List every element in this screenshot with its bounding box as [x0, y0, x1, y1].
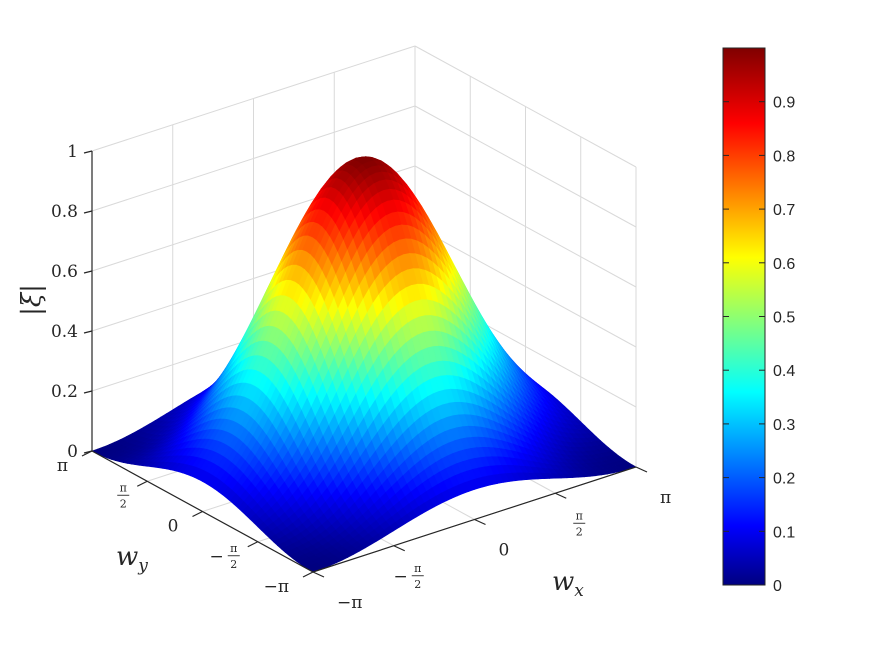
z-tick-mark: [83, 270, 93, 274]
minus-sign: −: [210, 547, 224, 567]
pi-tick-label: 0: [499, 541, 510, 561]
wx-tick-mark: [312, 571, 325, 578]
wall-grid-line: [414, 225, 637, 348]
pi-fraction-label: − π 2: [394, 562, 424, 591]
z-tick-mark: [83, 150, 93, 154]
wall-grid-line: [414, 165, 637, 288]
pi-tick-label: π: [660, 488, 671, 508]
wy-tick-mark: [192, 510, 203, 518]
wall-grid-line: [414, 105, 637, 228]
pi-fraction-label: π2: [117, 481, 130, 510]
wall-grid-line: [414, 45, 637, 168]
colorbar-tick-label: 0.9: [773, 95, 795, 112]
wall-grid-line: [91, 45, 416, 152]
colorbar-tick-label: 0.4: [773, 363, 795, 380]
z-tick-mark: [83, 330, 93, 334]
z-tick-label: 0.4: [51, 322, 78, 342]
wx-tick-mark: [393, 545, 405, 552]
minus-sign: −: [394, 567, 408, 587]
z-tick-label: 1: [67, 142, 78, 162]
colorbar-tick-label: 0.3: [773, 417, 795, 434]
colorbar-ticks: 0 0.1 0.2 0.3 0.4 0.5 0.6 0.7 0.8 0.9: [723, 95, 795, 595]
z-tick-mark: [83, 390, 93, 394]
colorbar-tick-label: 0.1: [773, 524, 795, 541]
wy-axis-line: [91, 450, 314, 573]
z-tick-label: 0: [67, 442, 78, 462]
colorbar-tick-label: 0.7: [773, 202, 795, 219]
surface-mesh: [91, 156, 637, 573]
colorbar-gradient: [722, 47, 766, 586]
z-tick-mark: [83, 210, 93, 214]
wy-tick-mark: [81, 450, 93, 457]
wy-tick-mark: [247, 541, 259, 548]
fraction-numerator: π: [230, 542, 237, 555]
pi-tick-label: −π: [264, 577, 289, 597]
wx-tick-mark: [555, 492, 567, 499]
z-axis-label: |ξ|: [17, 284, 47, 316]
colorbar-tick-label: 0.8: [773, 148, 795, 165]
fraction-denominator: 2: [120, 497, 127, 510]
colorbar-tick-label: 0.2: [773, 471, 795, 488]
fraction-numerator: π: [576, 509, 583, 522]
fraction-denominator: 2: [230, 558, 237, 571]
colorbar: 0 0.1 0.2 0.3 0.4 0.5 0.6 0.7 0.8 0.9: [722, 47, 795, 595]
wx-axis-label: wx: [552, 567, 584, 601]
fraction-numerator: π: [414, 562, 421, 575]
fraction-denominator: 2: [576, 525, 583, 538]
z-tick-label: 0.8: [51, 202, 78, 222]
z-tick-label: 0.2: [51, 382, 78, 402]
pi-fraction-label: π2: [573, 509, 586, 538]
pi-fraction-label: − π 2: [210, 542, 240, 571]
z-tick-label: 0.6: [51, 262, 78, 282]
fraction-numerator: π: [120, 481, 127, 494]
colorbar-tick-label: 0: [773, 578, 782, 595]
colorbar-tick-label: 0.6: [773, 256, 795, 273]
wx-tick-mark: [474, 518, 486, 526]
wy-tick-mark: [136, 480, 148, 487]
pi-tick-label: π: [57, 456, 68, 476]
pi-tick-label: 0: [168, 517, 179, 537]
fraction-denominator: 2: [414, 578, 421, 591]
wall-grid-line: [91, 105, 416, 212]
colorbar-tick-label: 0.5: [773, 310, 795, 327]
wx-tick-mark: [635, 466, 648, 473]
wy-axis-label: wy: [116, 542, 148, 576]
pi-tick-label: −π: [337, 593, 362, 613]
wy-tick-mark: [302, 571, 314, 578]
